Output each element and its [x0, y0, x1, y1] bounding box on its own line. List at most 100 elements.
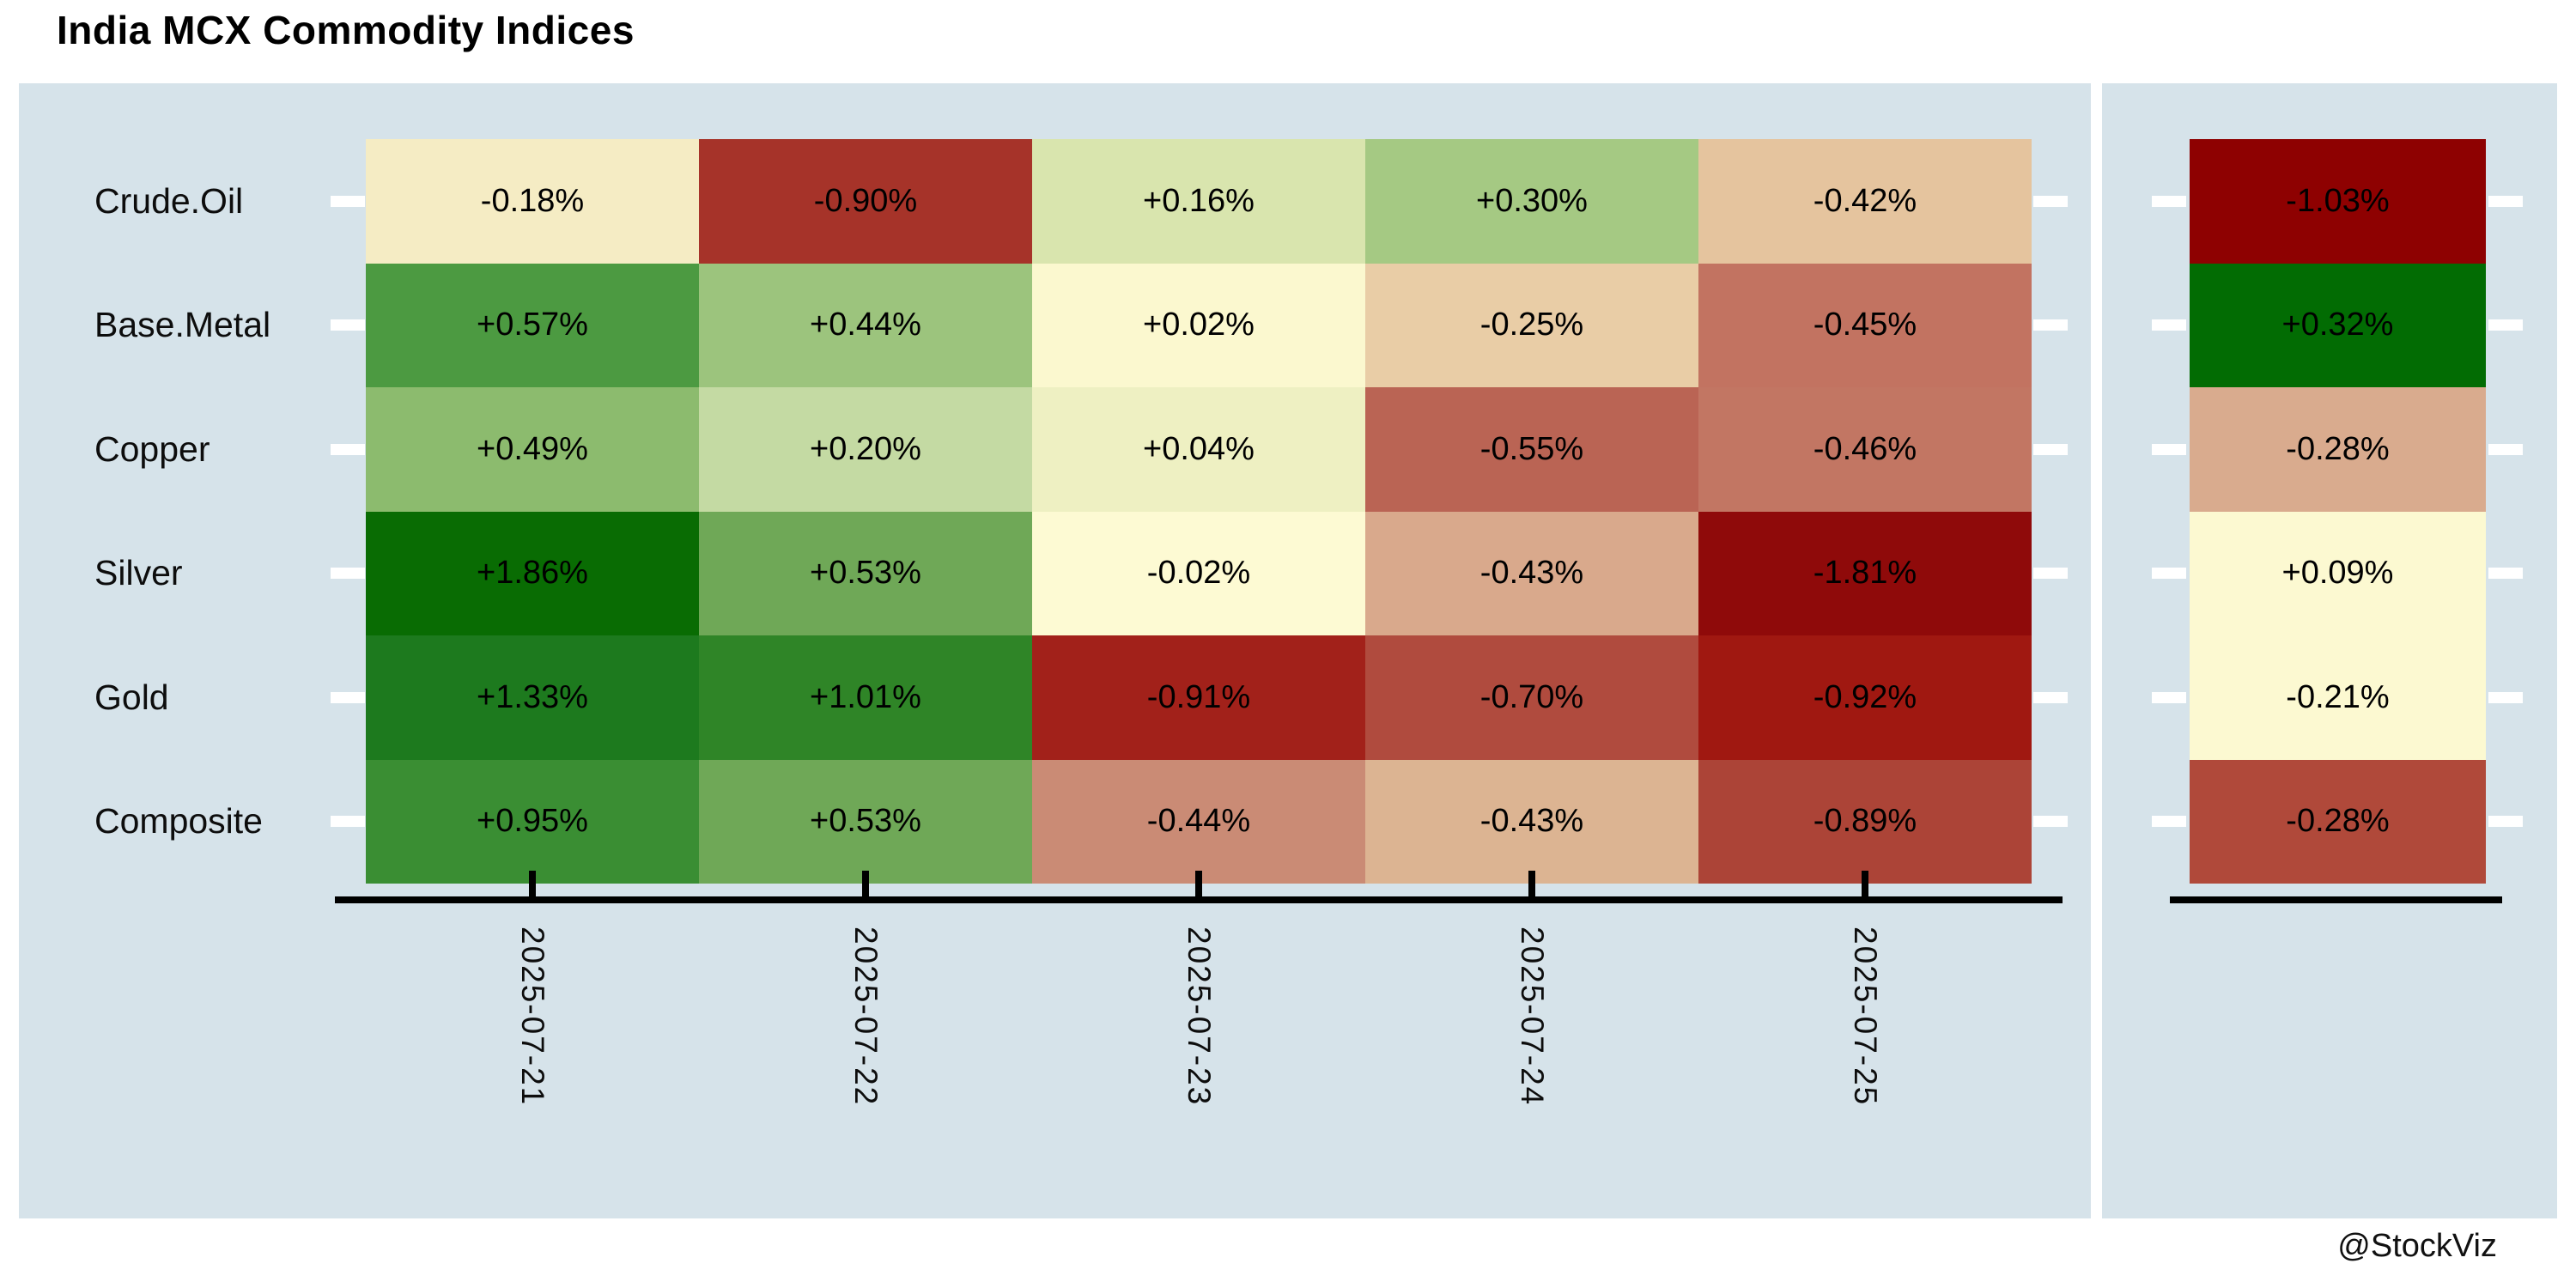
row-tick — [2152, 319, 2186, 331]
heatmap-cell: -0.42% — [1698, 139, 2032, 264]
x-axis-line — [335, 896, 2063, 903]
x-axis-label: 2025-07-22 — [848, 927, 884, 1107]
row-tick — [331, 319, 365, 331]
heatmap-cell: -0.90% — [699, 139, 1032, 264]
heatmap-cell: -0.02% — [1032, 511, 1365, 635]
row-ticks-right — [2033, 139, 2068, 884]
heatmap-cell: +0.53% — [699, 511, 1032, 635]
tick-slot — [331, 264, 365, 388]
heatmap-cell: -0.43% — [1365, 759, 1698, 884]
tick-slot — [2152, 512, 2186, 636]
page-title: India MCX Commodity Indices — [57, 8, 635, 52]
row-label: Gold — [94, 677, 169, 717]
row-tick — [2152, 443, 2186, 455]
row-tick — [2488, 568, 2523, 580]
tick-slot — [331, 139, 365, 264]
row-label: Silver — [94, 553, 183, 593]
row-tick — [2152, 568, 2186, 580]
x-axis-label: 2025-07-21 — [515, 927, 550, 1107]
x-axis-tick — [1528, 871, 1535, 896]
heatmap-cell: -0.55% — [1365, 387, 1698, 512]
heatmap-grid: -0.18% -0.90% +0.16% +0.30% -0.42% +0.57% +0.4… — [366, 139, 2032, 884]
tick-slot — [2152, 139, 2186, 264]
tick-slot — [1365, 871, 1698, 896]
heatmap-cell: +0.57% — [366, 263, 699, 387]
heatmap-cell: -0.92% — [1698, 635, 2032, 760]
heatmap-panel: Crude.Oil Base.Metal Copper Silver Gold Compo… — [19, 83, 2091, 1218]
row-tick — [331, 816, 365, 828]
row-tick — [2033, 816, 2068, 828]
row-tick — [331, 691, 365, 703]
row-tick — [2488, 816, 2523, 828]
tick-slot — [699, 871, 1032, 896]
heatmap-cell: +0.95% — [366, 759, 699, 884]
tick-slot — [1032, 871, 1365, 896]
tick-slot — [331, 512, 365, 636]
x-axis-label: 2025-07-23 — [1182, 927, 1217, 1107]
tick-slot — [366, 871, 699, 896]
summary-ticks-right — [2488, 139, 2523, 884]
heatmap-cell: +1.33% — [366, 635, 699, 760]
tick-slot — [1698, 871, 2032, 896]
tick-slot — [331, 635, 365, 760]
summary-cell: -0.21% — [2190, 635, 2486, 760]
summary-panel: -1.03% +0.32% -0.28% +0.09% -0.21% -0.28% — [2102, 83, 2557, 1218]
heatmap-cell: +0.53% — [699, 759, 1032, 884]
heatmap-cell: +0.02% — [1032, 263, 1365, 387]
x-axis-tick — [529, 871, 536, 896]
stockviz-watermark: @StockViz — [2337, 1228, 2497, 1264]
x-axis-label: 2025-07-25 — [1848, 927, 1883, 1107]
x-axis-label: 2025-07-24 — [1515, 927, 1550, 1107]
x-axis-tick — [1862, 871, 1868, 896]
tick-slot — [2033, 512, 2068, 636]
heatmap-cell: -1.81% — [1698, 511, 2032, 635]
tick-slot — [331, 387, 365, 512]
heatmap-cell: -0.46% — [1698, 387, 2032, 512]
heatmap-cell: -0.43% — [1365, 511, 1698, 635]
tick-slot — [2488, 635, 2523, 760]
summary-cell: +0.32% — [2190, 263, 2486, 387]
tick-slot — [2488, 760, 2523, 884]
row-tick — [2488, 691, 2523, 703]
row-tick — [2488, 195, 2523, 207]
date-slot: 2025-07-22 — [699, 927, 1032, 1167]
summary-axis-line — [2170, 896, 2502, 903]
heatmap-cell: -0.18% — [366, 139, 699, 264]
row-tick — [2152, 691, 2186, 703]
summary-cell: -1.03% — [2190, 139, 2486, 264]
heatmap-cell: -0.70% — [1365, 635, 1698, 760]
tick-slot — [2488, 512, 2523, 636]
heatmap-cell: +0.44% — [699, 263, 1032, 387]
tick-slot — [2488, 264, 2523, 388]
summary-cell: +0.09% — [2190, 511, 2486, 635]
row-tick — [331, 443, 365, 455]
row-tick — [2033, 319, 2068, 331]
heatmap-cell: -0.45% — [1698, 263, 2032, 387]
tick-slot — [2033, 139, 2068, 264]
heatmap-cell: +0.16% — [1032, 139, 1365, 264]
row-ticks-left — [331, 139, 365, 884]
row-label: Composite — [94, 801, 263, 841]
row-tick — [2033, 691, 2068, 703]
heatmap-cell: +0.49% — [366, 387, 699, 512]
summary-ticks-left — [2152, 139, 2186, 884]
row-tick — [2152, 816, 2186, 828]
row-labels: Crude.Oil Base.Metal Copper Silver Gold Compo… — [94, 139, 352, 884]
tick-slot — [2033, 387, 2068, 512]
tick-slot — [2033, 635, 2068, 760]
tick-slot — [2488, 387, 2523, 512]
row-tick — [331, 195, 365, 207]
heatmap-cell: -0.25% — [1365, 263, 1698, 387]
date-slot: 2025-07-21 — [366, 927, 699, 1167]
row-label: Base.Metal — [94, 305, 271, 345]
tick-slot — [2033, 264, 2068, 388]
heatmap-cell: -0.89% — [1698, 759, 2032, 884]
tick-slot — [2152, 264, 2186, 388]
summary-grid: -1.03% +0.32% -0.28% +0.09% -0.21% -0.28% — [2190, 139, 2486, 884]
x-axis-tick — [862, 871, 869, 896]
heatmap-cell: -0.44% — [1032, 759, 1365, 884]
row-tick — [2152, 195, 2186, 207]
row-tick — [2033, 195, 2068, 207]
date-slot: 2025-07-23 — [1032, 927, 1365, 1167]
